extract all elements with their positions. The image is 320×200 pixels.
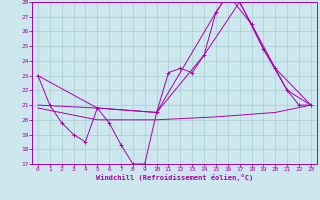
X-axis label: Windchill (Refroidissement éolien,°C): Windchill (Refroidissement éolien,°C) [96,174,253,181]
